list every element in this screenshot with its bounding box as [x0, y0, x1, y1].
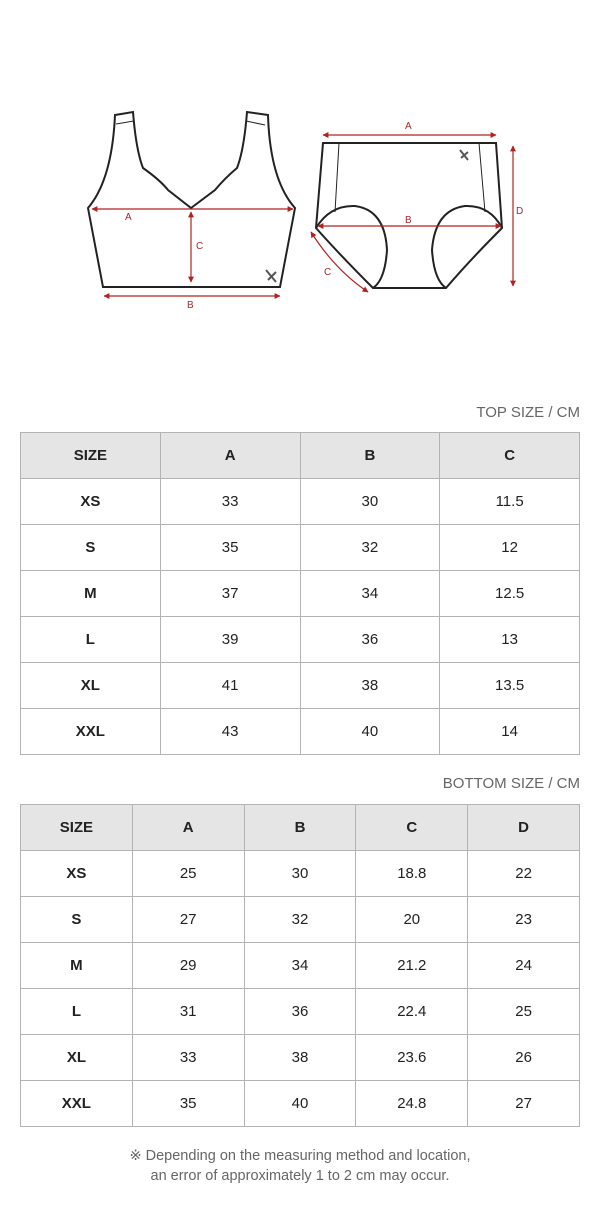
value-cell: 23: [467, 896, 580, 943]
top-size-table: SIZE A B C XS 33 30 11.5 S 35 32 12 M 37 34 12.5 L 39…: [20, 432, 580, 755]
top-label-a: A: [125, 212, 132, 223]
value-cell: 24: [467, 942, 580, 989]
value-cell: 39: [159, 616, 301, 663]
value-cell: 12.5: [439, 570, 580, 617]
value-cell: 22: [467, 850, 580, 897]
value-cell: 36: [243, 988, 357, 1035]
table-row: S 27 32 20 23: [20, 896, 580, 943]
value-cell: 30: [299, 478, 441, 525]
column-header: C: [355, 804, 469, 851]
table-row: M 37 34 12.5: [20, 570, 580, 617]
bottom-size-table: SIZE A B C D XS 25 30 18.8 22 S 27 32 20 23 M 29 34 2…: [20, 804, 580, 1127]
bottom-measure-c: [310, 231, 369, 293]
measurement-note: ※ Depending on the measuring method and …: [0, 1146, 600, 1186]
column-header: A: [131, 804, 245, 851]
bottom-label-d: D: [516, 206, 523, 217]
value-cell: 31: [131, 988, 245, 1035]
column-header: SIZE: [20, 432, 161, 479]
column-header: A: [159, 432, 301, 479]
value-cell: 35: [159, 524, 301, 571]
size-cell: M: [20, 942, 133, 989]
table-row: XXL 43 40 14: [20, 708, 580, 755]
value-cell: 33: [131, 1034, 245, 1081]
value-cell: 40: [299, 708, 441, 755]
value-cell: 36: [299, 616, 441, 663]
value-cell: 37: [159, 570, 301, 617]
bottom-label-c: C: [324, 267, 331, 278]
size-cell: XS: [20, 850, 133, 897]
size-cell: L: [20, 988, 133, 1035]
top-garment-outline: [86, 110, 297, 288]
size-cell: S: [20, 896, 133, 943]
table-row: XL 41 38 13.5: [20, 662, 580, 709]
value-cell: 18.8: [355, 850, 469, 897]
size-cell: L: [20, 616, 161, 663]
top-label-c: C: [196, 241, 203, 252]
table-row: XS 25 30 18.8 22: [20, 850, 580, 897]
column-header: B: [299, 432, 441, 479]
table-row: XS 33 30 11.5: [20, 478, 580, 525]
value-cell: 24.8: [355, 1080, 469, 1127]
value-cell: 26: [467, 1034, 580, 1081]
logo-mark-icon: [265, 149, 469, 283]
value-cell: 20: [355, 896, 469, 943]
value-cell: 21.2: [355, 942, 469, 989]
value-cell: 33: [159, 478, 301, 525]
column-header: B: [243, 804, 357, 851]
bottom-size-caption: BOTTOM SIZE / CM: [442, 775, 580, 792]
table-row: XL 33 38 23.6 26: [20, 1034, 580, 1081]
table-row: L 39 36 13: [20, 616, 580, 663]
column-header: SIZE: [20, 804, 133, 851]
table-row: L 31 36 22.4 25: [20, 988, 580, 1035]
table-header-row: SIZE A B C D: [20, 804, 580, 851]
bottom-label-a: A: [405, 121, 412, 132]
size-cell: XS: [20, 478, 161, 525]
column-header: D: [467, 804, 580, 851]
value-cell: 12: [439, 524, 580, 571]
value-cell: 35: [131, 1080, 245, 1127]
value-cell: 25: [467, 988, 580, 1035]
table-header-row: SIZE A B C: [20, 432, 580, 479]
value-cell: 34: [243, 942, 357, 989]
size-cell: S: [20, 524, 161, 571]
value-cell: 13.5: [439, 662, 580, 709]
value-cell: 40: [243, 1080, 357, 1127]
value-cell: 14: [439, 708, 580, 755]
size-diagram: A C B A B C D: [86, 110, 523, 311]
value-cell: 38: [243, 1034, 357, 1081]
value-cell: 38: [299, 662, 441, 709]
size-cell: XL: [20, 662, 161, 709]
value-cell: 41: [159, 662, 301, 709]
note-line-1: ※ Depending on the measuring method and …: [129, 1148, 471, 1164]
size-cell: XXL: [20, 1080, 133, 1127]
value-cell: 27: [467, 1080, 580, 1127]
note-line-2: an error of approximately 1 to 2 cm may …: [150, 1168, 450, 1184]
table-row: S 35 32 12: [20, 524, 580, 571]
size-cell: XXL: [20, 708, 161, 755]
value-cell: 34: [299, 570, 441, 617]
value-cell: 25: [131, 850, 245, 897]
value-cell: 29: [131, 942, 245, 989]
value-cell: 43: [159, 708, 301, 755]
top-label-b: B: [187, 300, 194, 311]
table-row: XXL 35 40 24.8 27: [20, 1080, 580, 1127]
size-cell: XL: [20, 1034, 133, 1081]
value-cell: 13: [439, 616, 580, 663]
value-cell: 22.4: [355, 988, 469, 1035]
measure-lines: [91, 132, 516, 299]
bottom-label-b: B: [405, 215, 412, 226]
value-cell: 30: [243, 850, 357, 897]
value-cell: 27: [131, 896, 245, 943]
top-size-caption: TOP SIZE / CM: [476, 404, 580, 421]
table-row: M 29 34 21.2 24: [20, 942, 580, 989]
value-cell: 32: [243, 896, 357, 943]
size-cell: M: [20, 570, 161, 617]
value-cell: 32: [299, 524, 441, 571]
value-cell: 23.6: [355, 1034, 469, 1081]
value-cell: 11.5: [439, 478, 580, 525]
column-header: C: [439, 432, 580, 479]
